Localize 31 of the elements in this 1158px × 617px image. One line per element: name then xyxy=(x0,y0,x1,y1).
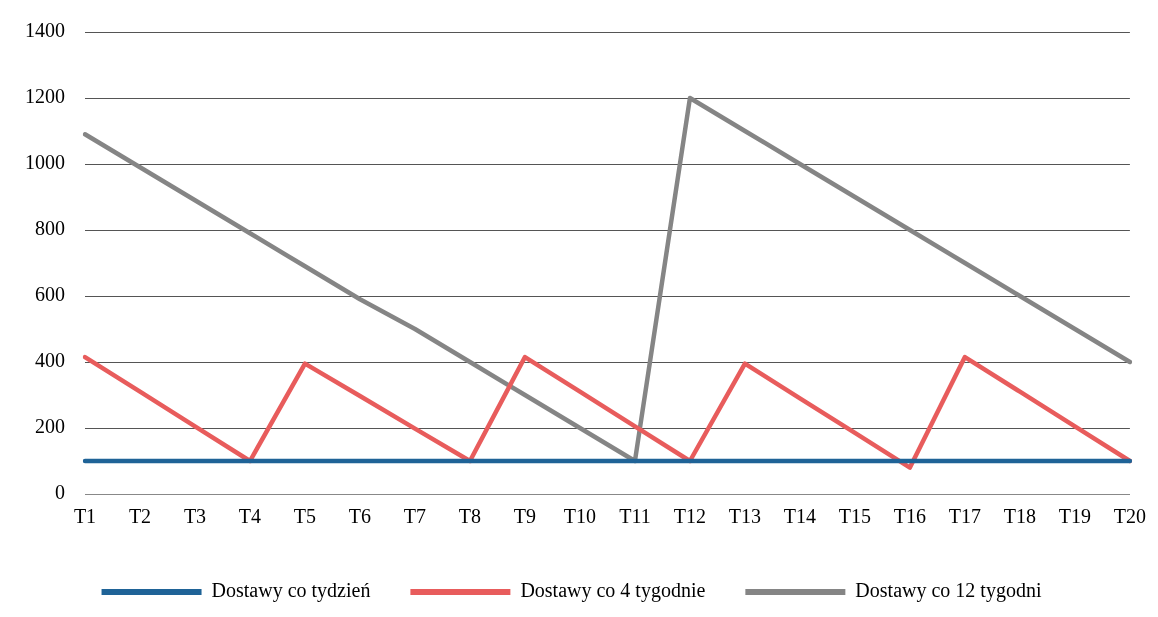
x-tick-label: T2 xyxy=(128,505,152,528)
x-tick-label: T7 xyxy=(403,505,427,528)
x-tick-label: T16 xyxy=(893,505,927,528)
legend-label: Dostawy co tydzień xyxy=(211,579,371,603)
x-tick-label: T10 xyxy=(563,505,597,528)
y-tick-label: 800 xyxy=(35,217,65,240)
x-tick-label: T1 xyxy=(73,505,97,528)
x-tick-label: T4 xyxy=(238,505,262,528)
x-tick-label: T11 xyxy=(619,505,651,528)
y-tick-label: 200 xyxy=(35,415,65,438)
x-tick-label: T18 xyxy=(1003,505,1037,528)
y-tick-label: 1400 xyxy=(25,19,65,42)
x-tick-label: T13 xyxy=(728,505,762,528)
x-tick-label: T19 xyxy=(1058,505,1092,528)
x-tick-label: T8 xyxy=(458,505,482,528)
legend-label: Dostawy co 12 tygodni xyxy=(855,579,1042,603)
x-tick-label: T9 xyxy=(513,505,537,528)
y-tick-label: 1000 xyxy=(25,151,65,174)
y-tick-label: 0 xyxy=(55,481,65,504)
x-tick-label: T3 xyxy=(183,505,207,528)
x-tick-label: T20 xyxy=(1113,505,1146,528)
y-tick-label: 1200 xyxy=(25,85,65,108)
x-tick-label: T17 xyxy=(948,505,982,528)
x-tick-label: T6 xyxy=(348,505,372,528)
x-tick-label: T15 xyxy=(838,505,872,528)
legend-label: Dostawy co 4 tygodnie xyxy=(520,579,706,603)
x-tick-label: T5 xyxy=(293,505,317,528)
y-tick-label: 400 xyxy=(35,349,65,372)
x-tick-label: T12 xyxy=(673,505,707,528)
x-tick-label: T14 xyxy=(783,505,817,528)
y-tick-label: 600 xyxy=(35,283,65,306)
